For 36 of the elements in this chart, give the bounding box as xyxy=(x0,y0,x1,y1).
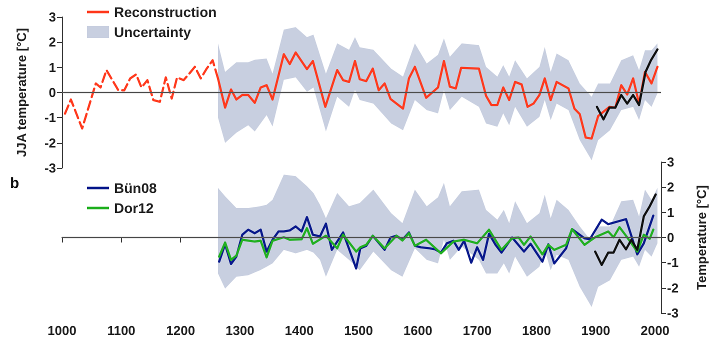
y2-tick-label: 2 xyxy=(667,180,674,195)
x-tick-label: 1200 xyxy=(166,323,196,338)
legend-label: Reconstruction xyxy=(114,4,217,20)
y2-tick-label: -2 xyxy=(667,280,679,296)
legend-label: Uncertainty xyxy=(114,24,192,40)
y-axis-title: JJA temperature [°C] xyxy=(14,28,29,157)
y-tick-label: -1 xyxy=(44,110,56,126)
y2-tick-label: 3 xyxy=(667,154,674,170)
text: b xyxy=(10,175,20,192)
y2-tick-label: -1 xyxy=(667,255,679,270)
x-tick-label: 1700 xyxy=(462,323,492,338)
y-tick-label: 2 xyxy=(48,34,56,50)
line-series xyxy=(218,226,654,261)
y2-tick-label: -3 xyxy=(667,306,679,320)
y-tick-label: 0 xyxy=(48,85,56,100)
y-tick-label: -3 xyxy=(44,160,56,176)
x-tick-label: 1300 xyxy=(225,323,254,338)
x-tick-label: 1900 xyxy=(581,323,610,338)
legend-label: Bün08 xyxy=(114,180,157,196)
line-series xyxy=(218,214,654,270)
x-tick-label: 1800 xyxy=(522,323,551,338)
line-series xyxy=(596,48,659,121)
line-series xyxy=(594,193,657,266)
x-tick-label: 1500 xyxy=(344,323,373,338)
x-tick-label: 1000 xyxy=(48,323,76,338)
y2-tick-label: 0 xyxy=(667,230,674,245)
x-tick-label: 1100 xyxy=(107,323,136,338)
y-tick-label: 1 xyxy=(48,60,56,75)
y-tick-label: -2 xyxy=(44,135,56,150)
x-tick-label: 1600 xyxy=(403,323,432,338)
x-tick-label: 2000 xyxy=(640,323,670,338)
x-tick-label: 1400 xyxy=(284,323,314,338)
y2-axis-title: Temperature [°C] xyxy=(694,185,709,290)
legend-label: Dor12 xyxy=(114,200,154,216)
y-tick-label: 3 xyxy=(48,10,56,24)
y2-tick-label: 1 xyxy=(667,204,674,220)
